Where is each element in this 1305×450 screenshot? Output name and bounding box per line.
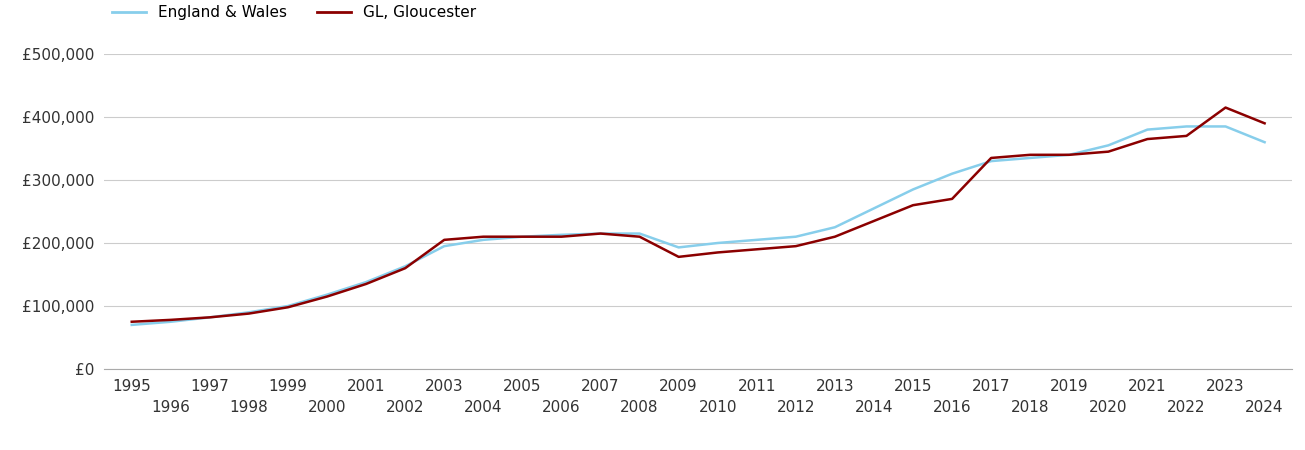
Text: 2024: 2024 — [1245, 400, 1284, 414]
England & Wales — [749, 237, 765, 243]
GL, Gloucester — [241, 311, 257, 316]
England & Wales — [514, 234, 530, 239]
England & Wales — [320, 292, 335, 297]
GL, Gloucester — [592, 231, 608, 236]
England & Wales — [788, 234, 804, 239]
GL, Gloucester — [397, 266, 412, 271]
Legend: England & Wales, GL, Gloucester: England & Wales, GL, Gloucester — [112, 5, 476, 20]
England & Wales — [1257, 140, 1272, 145]
GL, Gloucester — [1100, 149, 1116, 154]
Line: England & Wales: England & Wales — [132, 126, 1265, 325]
Text: 1998: 1998 — [230, 400, 269, 414]
GL, Gloucester — [163, 317, 179, 323]
GL, Gloucester — [906, 202, 921, 208]
GL, Gloucester — [788, 243, 804, 249]
GL, Gloucester — [710, 250, 726, 255]
England & Wales — [710, 240, 726, 246]
England & Wales — [1218, 124, 1233, 129]
GL, Gloucester — [1022, 152, 1037, 158]
England & Wales — [827, 225, 843, 230]
England & Wales — [1139, 127, 1155, 132]
England & Wales — [281, 303, 296, 309]
Text: 2014: 2014 — [855, 400, 893, 414]
GL, Gloucester — [632, 234, 647, 239]
England & Wales — [436, 243, 452, 249]
England & Wales — [1100, 143, 1116, 148]
Text: 2004: 2004 — [465, 400, 502, 414]
Text: 2008: 2008 — [620, 400, 659, 414]
Text: 2020: 2020 — [1090, 400, 1128, 414]
England & Wales — [553, 232, 569, 238]
England & Wales — [906, 187, 921, 192]
GL, Gloucester — [671, 254, 686, 260]
Text: 1996: 1996 — [151, 400, 191, 414]
GL, Gloucester — [984, 155, 1000, 161]
England & Wales — [397, 264, 412, 269]
GL, Gloucester — [359, 281, 375, 287]
England & Wales — [163, 319, 179, 324]
GL, Gloucester — [1178, 133, 1194, 139]
GL, Gloucester — [475, 234, 491, 239]
England & Wales — [945, 171, 960, 176]
GL, Gloucester — [749, 247, 765, 252]
GL, Gloucester — [1061, 152, 1077, 158]
Text: 2018: 2018 — [1011, 400, 1049, 414]
Text: 2022: 2022 — [1167, 400, 1206, 414]
England & Wales — [671, 245, 686, 250]
England & Wales — [1061, 152, 1077, 158]
England & Wales — [202, 315, 218, 320]
GL, Gloucester — [1218, 105, 1233, 110]
GL, Gloucester — [867, 218, 882, 224]
GL, Gloucester — [514, 234, 530, 239]
GL, Gloucester — [1257, 121, 1272, 126]
England & Wales — [359, 279, 375, 285]
Text: 2006: 2006 — [542, 400, 581, 414]
England & Wales — [1022, 155, 1037, 161]
GL, Gloucester — [553, 234, 569, 239]
England & Wales — [632, 231, 647, 236]
Text: 2012: 2012 — [776, 400, 816, 414]
Text: 2000: 2000 — [308, 400, 346, 414]
GL, Gloucester — [436, 237, 452, 243]
England & Wales — [867, 206, 882, 211]
England & Wales — [592, 231, 608, 236]
Line: GL, Gloucester: GL, Gloucester — [132, 108, 1265, 322]
GL, Gloucester — [320, 294, 335, 299]
GL, Gloucester — [124, 319, 140, 324]
England & Wales — [475, 237, 491, 243]
England & Wales — [984, 158, 1000, 164]
Text: 2010: 2010 — [698, 400, 737, 414]
Text: 2002: 2002 — [386, 400, 424, 414]
England & Wales — [124, 322, 140, 328]
GL, Gloucester — [281, 305, 296, 310]
GL, Gloucester — [827, 234, 843, 239]
GL, Gloucester — [945, 196, 960, 202]
England & Wales — [241, 310, 257, 315]
GL, Gloucester — [202, 315, 218, 320]
GL, Gloucester — [1139, 136, 1155, 142]
Text: 2016: 2016 — [933, 400, 971, 414]
England & Wales — [1178, 124, 1194, 129]
